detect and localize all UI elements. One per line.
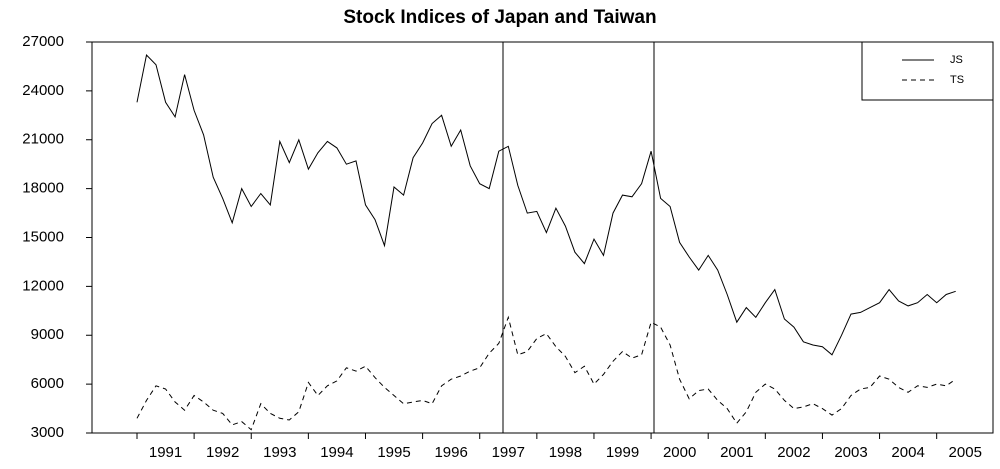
- y-tick-label: 12000: [22, 277, 64, 294]
- y-tick-label: 18000: [22, 180, 64, 197]
- x-tick-label: 1992: [206, 444, 239, 461]
- x-tick-label: 1993: [263, 444, 296, 461]
- y-tick-label: 24000: [22, 82, 64, 99]
- y-tick-label: 21000: [22, 131, 64, 148]
- legend-box: [861, 41, 994, 101]
- y-tick-label: 15000: [22, 228, 64, 245]
- legend-label: TS: [950, 74, 964, 86]
- x-tick-label: 2002: [777, 444, 810, 461]
- y-tick-label: 6000: [31, 375, 64, 392]
- series-line: [136, 53, 956, 356]
- y-tick-label: 3000: [31, 424, 64, 441]
- series-line: [136, 315, 956, 431]
- y-tick-label: 27000: [22, 33, 64, 50]
- x-tick-label: 1997: [492, 444, 525, 461]
- chart-title: Stock Indices of Japan and Taiwan: [343, 7, 656, 28]
- x-tick-label: 2000: [663, 444, 696, 461]
- x-tick-label: 2005: [949, 444, 982, 461]
- x-tick-label: 2001: [720, 444, 753, 461]
- x-tick-label: 2004: [891, 444, 924, 461]
- x-tick-label: 1999: [606, 444, 639, 461]
- x-tick-label: 1991: [149, 444, 182, 461]
- x-tick-label: 1996: [434, 444, 467, 461]
- x-tick-label: 1994: [320, 444, 353, 461]
- x-tick-label: 1995: [377, 444, 410, 461]
- x-tick-label: 1998: [549, 444, 582, 461]
- plot-frame: [91, 41, 994, 434]
- x-tick-label: 2003: [834, 444, 867, 461]
- y-tick-label: 9000: [31, 326, 64, 343]
- legend-label: JS: [950, 54, 963, 66]
